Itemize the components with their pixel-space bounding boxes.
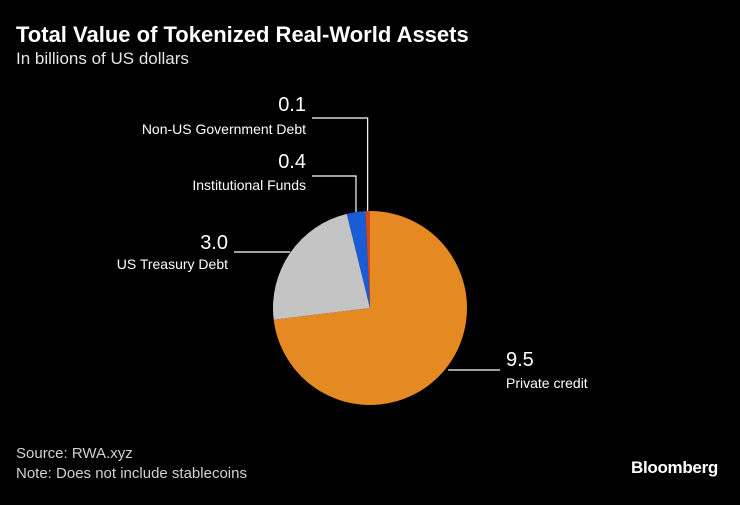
source-text: Source: RWA.xyz bbox=[16, 445, 133, 462]
pie-slice-us-treasury-debt bbox=[273, 213, 370, 320]
slice-label-us-treasury-debt: US Treasury Debt bbox=[117, 256, 228, 272]
slice-label-private-credit: Private credit bbox=[506, 375, 588, 391]
source-block: Source: RWA.xyz Note: Does not include s… bbox=[16, 444, 247, 484]
slice-label-non-us-government-debt: Non-US Government Debt bbox=[142, 121, 306, 137]
bloomberg-logo: Bloomberg bbox=[630, 458, 718, 477]
pie-slices bbox=[273, 211, 467, 406]
slice-value-us-treasury-debt: 3.0 bbox=[200, 232, 228, 254]
chart-title: Total Value of Tokenized Real-World Asse… bbox=[16, 22, 469, 47]
pie-chart: 9.5 Private credit 3.0 US Treasury Debt 0.4 I… bbox=[117, 94, 588, 406]
slice-value-private-credit: 9.5 bbox=[506, 349, 534, 371]
leader-line-institutional-funds bbox=[312, 175, 357, 213]
slice-label-institutional-funds: Institutional Funds bbox=[192, 177, 306, 193]
leader-line-non-us-government-debt bbox=[312, 117, 369, 212]
leader-lines bbox=[234, 117, 500, 371]
slice-value-institutional-funds: 0.4 bbox=[278, 151, 306, 173]
pie-slice-institutional-funds bbox=[346, 211, 370, 308]
chart-subtitle: In billions of US dollars bbox=[16, 49, 189, 68]
pie-slice-non-us-government-debt bbox=[365, 211, 370, 308]
pie-slice-private-credit bbox=[273, 211, 467, 406]
slice-value-non-us-government-debt: 0.1 bbox=[278, 94, 306, 116]
note-text: Note: Does not include stablecoins bbox=[16, 465, 247, 482]
slice-labels: 9.5 Private credit 3.0 US Treasury Debt 0.4 I… bbox=[117, 94, 588, 391]
